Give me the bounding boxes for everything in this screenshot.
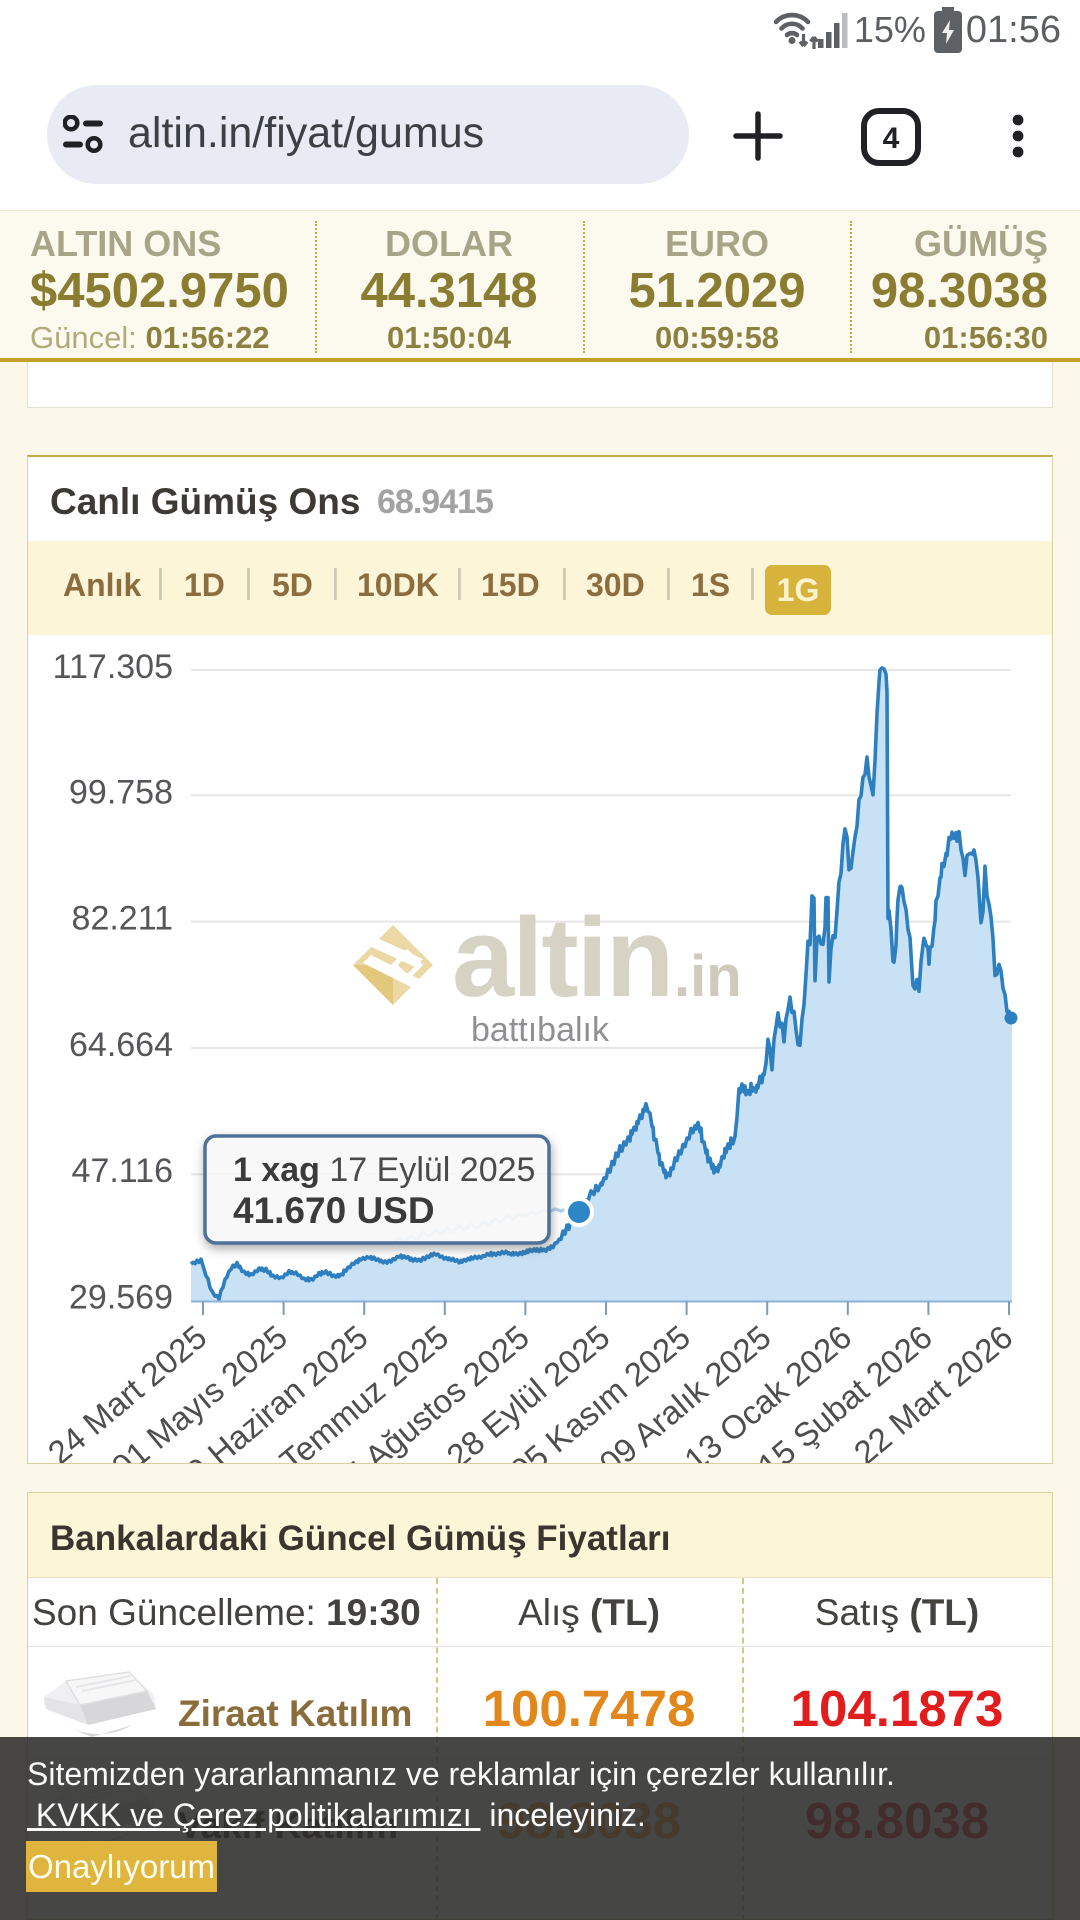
svg-text:99.758: 99.758 — [69, 773, 173, 811]
svg-text:47.116: 47.116 — [72, 1152, 173, 1190]
svg-text:1 xag 17 Eylül 2025: 1 xag 17 Eylül 2025 — [233, 1151, 535, 1189]
svg-text:29.569: 29.569 — [69, 1279, 173, 1317]
svg-text:.in: .in — [674, 944, 742, 1009]
svg-text:altin: altin — [452, 895, 672, 1020]
svg-text:82.211: 82.211 — [72, 900, 173, 938]
svg-text:117.305: 117.305 — [53, 648, 173, 686]
svg-text:64.664: 64.664 — [69, 1026, 173, 1064]
svg-text:41.670 USD: 41.670 USD — [233, 1190, 435, 1231]
svg-text:battıbalık: battıbalık — [471, 1011, 610, 1049]
svg-text:4: 4 — [883, 122, 900, 155]
